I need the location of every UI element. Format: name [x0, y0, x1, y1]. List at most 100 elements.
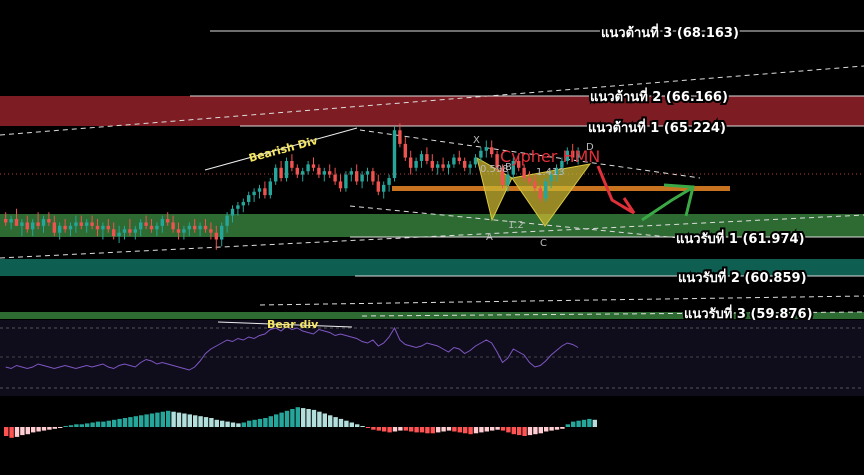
- candle-body: [365, 171, 370, 175]
- resistance-3-label: แนวต้านที่ 3 (68.163): [601, 23, 739, 41]
- macd-bar: [576, 420, 581, 427]
- point-x-label: X: [473, 135, 480, 146]
- support-2-label: แนวรับที่ 2 (60.859): [678, 268, 807, 286]
- macd-bar: [106, 420, 111, 427]
- triangle-upper-line: [359, 129, 701, 179]
- macd-bar: [317, 411, 322, 427]
- candle-body: [317, 167, 321, 175]
- macd-bar: [101, 421, 106, 427]
- macd-bar: [90, 422, 95, 427]
- candle-body: [322, 171, 326, 175]
- macd-bar: [571, 421, 576, 427]
- candle-body: [230, 208, 235, 216]
- candle-body: [36, 222, 40, 226]
- macd-bar: [533, 427, 538, 435]
- candle-body: [376, 181, 380, 192]
- macd-bar: [419, 427, 425, 433]
- candle-body: [274, 167, 278, 182]
- candle-body: [236, 205, 240, 209]
- macd-bar: [544, 427, 549, 432]
- candle-body: [52, 222, 56, 233]
- candle-body: [25, 222, 29, 230]
- bear-div-line: [217, 321, 353, 328]
- support-3-band: [0, 312, 864, 319]
- candle-body: [79, 222, 83, 226]
- macd-bar: [290, 409, 295, 427]
- macd-bar: [171, 411, 176, 427]
- ratio-xb-label: 0.598: [480, 164, 509, 175]
- macd-bar: [392, 427, 398, 432]
- candle-body: [14, 219, 19, 226]
- candle-body: [446, 164, 451, 168]
- macd-bar: [257, 418, 263, 427]
- candle-body: [58, 225, 62, 233]
- candle-body: [41, 219, 46, 226]
- bullish-arrow-head: [663, 183, 695, 217]
- macd-bar: [306, 409, 311, 427]
- point-b-label: B: [505, 162, 512, 173]
- rsi-panel: [0, 320, 864, 396]
- candle-body: [122, 229, 127, 233]
- candle-body: [301, 171, 305, 175]
- macd-bar: [47, 427, 52, 430]
- macd-bar: [182, 413, 187, 427]
- macd-bar: [463, 427, 468, 434]
- candle-body: [527, 178, 532, 182]
- macd-histogram: [4, 407, 597, 438]
- macd-bar: [403, 427, 408, 431]
- macd-bar: [500, 427, 506, 431]
- candle-body: [220, 225, 224, 240]
- macd-bar: [338, 418, 344, 427]
- bearish-div-label: Bearish Div: [247, 134, 319, 165]
- macd-bar: [214, 419, 219, 427]
- candle-body: [247, 195, 251, 202]
- bullish-arrow: [641, 186, 693, 222]
- candle-body: [4, 219, 8, 223]
- macd-bar: [230, 422, 236, 427]
- rsi-line: [5, 325, 579, 371]
- macd-bar: [263, 418, 268, 427]
- candle-body: [571, 150, 575, 158]
- macd-bar: [581, 419, 587, 427]
- macd-bar: [355, 424, 360, 427]
- macd-bar: [268, 416, 273, 427]
- macd-bar: [349, 422, 354, 427]
- macd-bar: [149, 413, 155, 427]
- candle-body: [430, 160, 434, 168]
- candle-body: [468, 164, 472, 168]
- macd-bar: [236, 423, 241, 427]
- upper-channel-line: [0, 65, 864, 136]
- candle-body: [517, 160, 521, 168]
- macd-bar: [284, 410, 290, 427]
- bearish-arrow-head: [621, 197, 636, 215]
- candle-body: [9, 219, 13, 223]
- candle-body: [565, 150, 569, 161]
- macd-bar: [68, 425, 74, 427]
- macd-bar: [430, 427, 435, 434]
- macd-bar: [14, 427, 20, 437]
- macd-bar: [387, 427, 392, 433]
- macd-bar: [112, 419, 117, 427]
- candle-body: [414, 160, 418, 168]
- support-2-band: [0, 259, 864, 276]
- candle-body: [533, 181, 537, 189]
- candle-body: [112, 229, 116, 237]
- macd-bar: [452, 427, 457, 432]
- candle-body: [68, 225, 73, 230]
- pattern-triangle-bcd: [511, 163, 592, 227]
- macd-bar: [220, 420, 225, 427]
- candle-body: [484, 147, 488, 151]
- macd-bar: [144, 414, 149, 427]
- macd-bar: [333, 417, 338, 427]
- level-lines: [190, 30, 864, 277]
- macd-bar: [58, 427, 63, 428]
- candle-body: [95, 225, 100, 230]
- macd-bar: [511, 427, 516, 435]
- candle-body: [344, 174, 348, 189]
- macd-bar: [344, 420, 349, 427]
- macd-bar: [295, 407, 300, 427]
- macd-bar: [252, 419, 257, 427]
- macd-bar: [376, 427, 381, 431]
- candle-body: [257, 188, 262, 192]
